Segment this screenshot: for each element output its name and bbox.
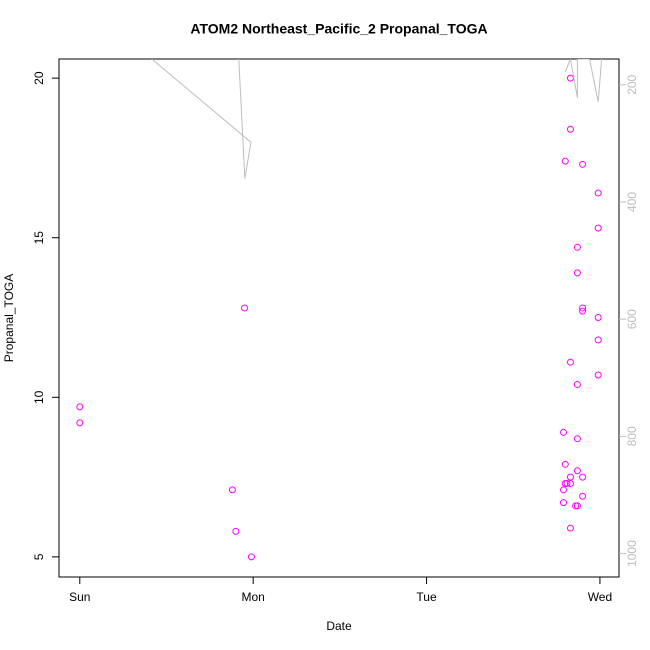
point — [560, 428, 568, 436]
point — [579, 307, 587, 315]
point — [594, 371, 602, 379]
line — [151, 59, 603, 179]
point — [247, 553, 255, 561]
point — [563, 479, 571, 487]
plot-frame — [58, 58, 620, 578]
point — [241, 304, 249, 312]
point — [573, 467, 581, 475]
x-tick-label: Sun — [69, 590, 90, 604]
y-tick-label: 20 — [32, 71, 46, 85]
point — [573, 435, 581, 443]
point — [579, 304, 587, 312]
y2-tick-label: 800 — [625, 426, 639, 446]
y2-tick-label: 1000 — [625, 540, 639, 567]
point — [228, 486, 236, 494]
point — [566, 358, 574, 366]
y-tick-label: 10 — [32, 390, 46, 404]
point — [76, 403, 84, 411]
point — [573, 381, 581, 389]
y-axis-label: Propanal_TOGA — [2, 274, 16, 363]
x-tick-label: Tue — [416, 590, 437, 604]
x-tick-label: Mon — [242, 590, 265, 604]
point — [594, 336, 602, 344]
point — [566, 74, 574, 82]
point — [232, 527, 240, 535]
point — [594, 189, 602, 197]
point — [579, 473, 587, 481]
point — [76, 419, 84, 427]
y-tick-label: 5 — [32, 553, 46, 560]
point — [573, 502, 581, 510]
point — [579, 160, 587, 168]
x-tick-label: Wed — [588, 590, 612, 604]
point — [561, 460, 569, 468]
point — [566, 473, 574, 481]
point — [561, 157, 569, 165]
point — [579, 492, 587, 500]
y2-tick-label: 200 — [625, 74, 639, 94]
x-axis-label: Date — [326, 619, 352, 633]
y-tick-label: 15 — [32, 231, 46, 245]
point — [573, 243, 581, 251]
point — [594, 314, 602, 322]
point — [560, 499, 568, 507]
point — [573, 269, 581, 277]
point — [566, 125, 574, 133]
point — [566, 479, 574, 487]
chart-title: ATOM2 Northeast_Pacific_2 Propanal_TOGA — [190, 21, 487, 37]
point — [594, 224, 602, 232]
y2-tick-label: 400 — [625, 192, 639, 212]
plot-area — [76, 59, 603, 561]
point — [560, 486, 568, 494]
y2-tick-label: 600 — [625, 309, 639, 329]
point — [566, 524, 574, 532]
